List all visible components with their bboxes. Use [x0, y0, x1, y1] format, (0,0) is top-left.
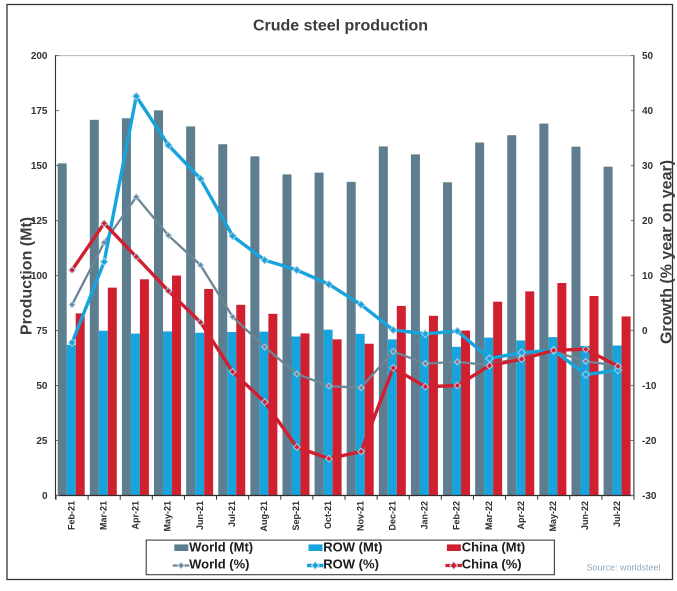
svg-text:-10: -10 [642, 381, 657, 392]
svg-text:Crude steel production: Crude steel production [253, 18, 428, 35]
svg-text:Sep-21: Sep-21 [291, 501, 301, 531]
svg-text:China (%): China (%) [462, 557, 522, 572]
svg-text:200: 200 [31, 51, 48, 62]
svg-text:World (%): World (%) [189, 557, 249, 572]
svg-text:0: 0 [642, 326, 648, 337]
svg-text:Growth (% year on year): Growth (% year on year) [658, 160, 675, 344]
svg-text:10: 10 [642, 271, 654, 282]
svg-text:Jan-22: Jan-22 [420, 501, 430, 530]
svg-text:Jul-21: Jul-21 [227, 501, 237, 527]
svg-text:Jul-22: Jul-22 [612, 501, 622, 527]
svg-text:Feb-21: Feb-21 [66, 501, 76, 530]
svg-text:Production (Mt): Production (Mt) [18, 217, 35, 335]
svg-text:30: 30 [642, 161, 654, 172]
svg-text:-30: -30 [642, 491, 657, 502]
svg-text:100: 100 [31, 271, 48, 282]
svg-text:40: 40 [642, 106, 654, 117]
svg-text:Source: worldsteel: Source: worldsteel [586, 563, 660, 573]
svg-text:20: 20 [642, 216, 654, 227]
svg-text:China (Mt): China (Mt) [462, 540, 526, 555]
svg-text:Dec-21: Dec-21 [387, 501, 397, 531]
svg-text:Aug-21: Aug-21 [259, 501, 269, 532]
svg-text:0: 0 [42, 491, 48, 502]
svg-text:May-22: May-22 [548, 501, 558, 532]
svg-text:175: 175 [31, 106, 48, 117]
svg-text:Apr-22: Apr-22 [516, 501, 526, 530]
svg-text:125: 125 [31, 216, 48, 227]
svg-text:World (Mt): World (Mt) [189, 540, 253, 555]
svg-text:Mar-22: Mar-22 [484, 501, 494, 530]
svg-text:-20: -20 [642, 436, 657, 447]
svg-text:25: 25 [36, 436, 48, 447]
svg-text:150: 150 [31, 161, 48, 172]
svg-text:75: 75 [36, 326, 48, 337]
svg-text:ROW (Mt): ROW (Mt) [323, 540, 382, 555]
svg-text:Apr-21: Apr-21 [131, 501, 141, 530]
svg-text:50: 50 [36, 381, 48, 392]
svg-text:50: 50 [642, 51, 654, 62]
svg-text:Nov-21: Nov-21 [355, 501, 365, 531]
svg-text:Mar-21: Mar-21 [98, 501, 108, 530]
svg-text:Feb-22: Feb-22 [452, 501, 462, 530]
svg-text:ROW (%): ROW (%) [323, 557, 379, 572]
svg-text:Oct-21: Oct-21 [323, 501, 333, 529]
svg-text:Jun-21: Jun-21 [195, 501, 205, 530]
svg-text:Jun-22: Jun-22 [580, 501, 590, 530]
svg-text:May-21: May-21 [163, 501, 173, 532]
